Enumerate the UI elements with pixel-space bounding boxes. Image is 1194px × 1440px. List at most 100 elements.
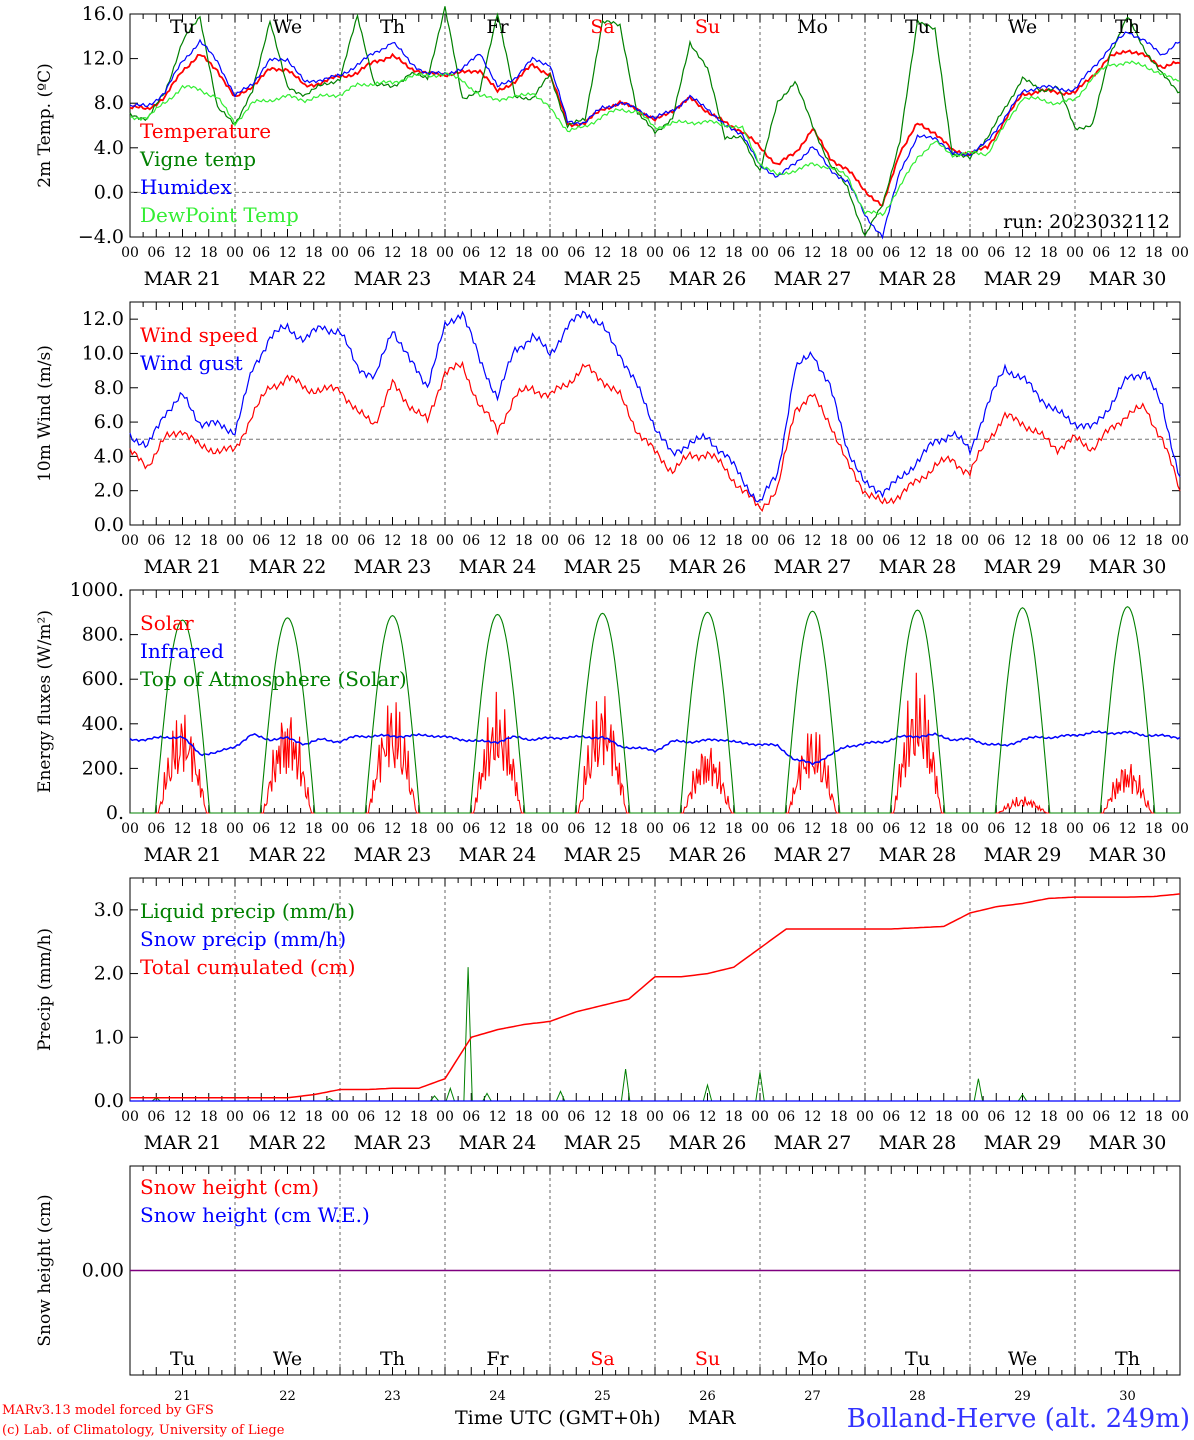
x-hour-tick-label: 12 xyxy=(384,245,402,261)
series-dewpoint-temp xyxy=(129,60,1180,217)
x-hour-tick-label: 18 xyxy=(515,245,533,261)
station-name: Bolland-Herve (alt. 249m) xyxy=(847,1404,1190,1434)
x-hour-tick-label: 18 xyxy=(935,245,953,261)
x-hour-tick-label: 18 xyxy=(410,245,428,261)
y-tick-label: 800. xyxy=(82,624,124,646)
x-hour-tick-label: 12 xyxy=(699,533,717,549)
x-hour-tick-label: 18 xyxy=(725,821,743,837)
day-number-label: 30 xyxy=(1119,1389,1136,1404)
x-hour-tick-label: 00 xyxy=(1066,1109,1084,1125)
x-hour-tick-label: 00 xyxy=(1066,533,1084,549)
x-hour-tick-label: 12 xyxy=(279,533,297,549)
panels: −4.0 0.0 4.0 8.0 12.0 16.0 2m Temp. (ºC) 00 06 12… xyxy=(35,3,1189,1404)
x-hour-tick-label: 12 xyxy=(594,1109,612,1125)
x-hour-tick-label: 18 xyxy=(620,245,638,261)
y-tick-label: 6.0 xyxy=(94,411,124,433)
x-hour-tick-label: 06 xyxy=(462,821,480,837)
x-hour-tick-label: 06 xyxy=(252,245,270,261)
x-hour-tick-label: 12 xyxy=(909,533,927,549)
x-hour-tick-label: 00 xyxy=(1171,533,1189,549)
series-temperature xyxy=(129,49,1181,207)
x-date-label: MAR 21 xyxy=(144,844,222,866)
day-number-label: 22 xyxy=(279,1389,296,1404)
x-hour-tick-label: 18 xyxy=(515,1109,533,1125)
x-hour-tick-label: 06 xyxy=(147,245,165,261)
x-date-label: MAR 26 xyxy=(669,556,747,578)
x-hour-tick-label: 06 xyxy=(567,821,585,837)
x-hour-tick-label: 06 xyxy=(1092,533,1110,549)
x-hour-tick-label: 06 xyxy=(672,533,690,549)
x-hour-tick-label: 00 xyxy=(856,533,874,549)
x-hour-tick-label: 06 xyxy=(357,821,375,837)
y-axis-label: Snow height (cm) xyxy=(35,1194,55,1346)
y-tick-label: 400. xyxy=(82,713,124,735)
x-hour-tick-label: 12 xyxy=(489,1109,507,1125)
x-hour-tick-label: 00 xyxy=(961,533,979,549)
y-tick-label: 600. xyxy=(82,668,124,690)
x-hour-tick-label: 12 xyxy=(1014,821,1032,837)
series-humidex xyxy=(129,31,1181,240)
day-of-week-label: Sa xyxy=(590,1348,614,1370)
x-hour-tick-label: 12 xyxy=(804,1109,822,1125)
x-hour-tick-label: 00 xyxy=(751,821,769,837)
legend-total-cumulated-cm: Total cumulated (cm) xyxy=(140,955,356,979)
x-hour-tick-label: 00 xyxy=(646,533,664,549)
x-date-label: MAR 27 xyxy=(774,1132,852,1154)
day-of-week-label: We xyxy=(1008,16,1037,38)
x-hour-tick-label: 18 xyxy=(515,533,533,549)
x-hour-tick-label: 12 xyxy=(804,821,822,837)
x-hour-tick-label: 00 xyxy=(226,533,244,549)
day-of-week-label: Tu xyxy=(905,1348,930,1370)
x-date-label: MAR 23 xyxy=(354,844,432,866)
y-tick-label: 200. xyxy=(82,757,124,779)
x-hour-tick-label: 00 xyxy=(226,1109,244,1125)
x-date-label: MAR 25 xyxy=(564,268,642,290)
day-number-label: 23 xyxy=(384,1389,401,1404)
x-hour-tick-label: 06 xyxy=(252,821,270,837)
y-tick-label: 0.0 xyxy=(94,1090,124,1112)
legend-snow-precip-mm-h: Snow precip (mm/h) xyxy=(140,927,346,951)
x-hour-tick-label: 06 xyxy=(882,533,900,549)
x-hour-tick-label: 06 xyxy=(252,533,270,549)
x-hour-tick-label: 18 xyxy=(725,1109,743,1125)
y-tick-label: 0.0 xyxy=(94,514,124,536)
x-hour-tick-label: 06 xyxy=(147,821,165,837)
series-wind-speed xyxy=(129,360,1181,513)
legend-infrared: Infrared xyxy=(140,639,224,663)
x-hour-tick-label: 06 xyxy=(672,245,690,261)
x-hour-tick-label: 18 xyxy=(200,533,218,549)
x-hour-tick-label: 00 xyxy=(121,821,139,837)
x-hour-tick-label: 00 xyxy=(121,1109,139,1125)
day-of-week-label: Mo xyxy=(797,1348,828,1370)
y-tick-label: 10.0 xyxy=(82,342,124,364)
legend-temperature: Temperature xyxy=(140,119,271,143)
day-of-week-label: Th xyxy=(1115,1348,1140,1370)
day-of-week-label: Tu xyxy=(905,16,930,38)
x-hour-tick-label: 18 xyxy=(200,245,218,261)
x-hour-tick-label: 12 xyxy=(279,821,297,837)
x-hour-tick-label: 06 xyxy=(987,533,1005,549)
x-hour-tick-label: 00 xyxy=(961,245,979,261)
x-hour-tick-label: 00 xyxy=(436,821,454,837)
x-hour-tick-label: 18 xyxy=(725,533,743,549)
x-hour-tick-label: 06 xyxy=(357,1109,375,1125)
x-hour-tick-label: 00 xyxy=(1066,245,1084,261)
x-hour-tick-label: 12 xyxy=(174,533,192,549)
y-tick-label: 2.0 xyxy=(94,963,124,985)
x-hour-tick-label: 06 xyxy=(147,1109,165,1125)
x-hour-tick-label: 06 xyxy=(357,533,375,549)
x-hour-tick-label: 00 xyxy=(751,533,769,549)
day-number-label: 29 xyxy=(1014,1389,1031,1404)
x-hour-tick-label: 12 xyxy=(909,821,927,837)
x-date-label: MAR 26 xyxy=(669,844,747,866)
legend-vigne-temp: Vigne temp xyxy=(139,147,256,171)
x-hour-tick-label: 12 xyxy=(489,821,507,837)
x-hour-tick-label: 12 xyxy=(1014,1109,1032,1125)
x-hour-tick-label: 06 xyxy=(147,533,165,549)
x-date-label: MAR 28 xyxy=(879,268,957,290)
x-date-label: MAR 25 xyxy=(564,1132,642,1154)
y-axis-label: 2m Temp. (ºC) xyxy=(35,63,55,188)
x-hour-tick-label: 12 xyxy=(594,533,612,549)
legend-solar: Solar xyxy=(140,611,194,635)
x-hour-tick-label: 18 xyxy=(200,1109,218,1125)
